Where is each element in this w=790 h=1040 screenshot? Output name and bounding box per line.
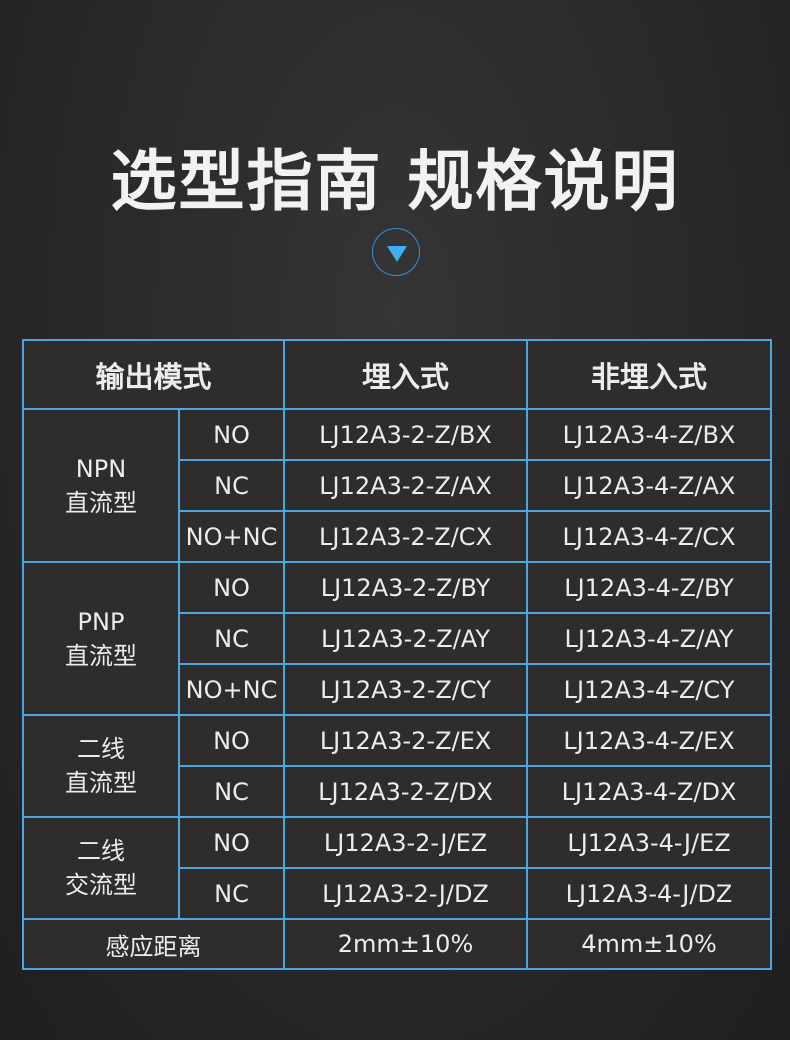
non-embedded-model-cell: LJ12A3-4-Z/EX: [526, 714, 773, 767]
mode-cell: NO: [177, 714, 286, 767]
table-row: NC LJ12A3-2-Z/DX LJ12A3-4-Z/DX: [23, 765, 773, 818]
embedded-model-cell: LJ12A3-2-Z/DX: [283, 765, 529, 818]
table-row: NO+NC LJ12A3-2-Z/CY LJ12A3-4-Z/CY: [23, 663, 773, 716]
output-type-cell: 二线 交流型: [22, 816, 180, 920]
embedded-model-cell: LJ12A3-2-J/DZ: [283, 867, 529, 920]
down-triangle-icon: [372, 228, 420, 276]
output-type-line1: 二线: [77, 837, 125, 865]
table-row: PNP 直流型 NO LJ12A3-2-Z/BY LJ12A3-4-Z/BY: [22, 561, 773, 716]
non-embedded-model-cell: LJ12A3-4-Z/CY: [526, 663, 773, 716]
output-type-line1: PNP: [77, 607, 125, 636]
mode-cell: NC: [177, 867, 286, 920]
table-row: NC LJ12A3-2-Z/AY LJ12A3-4-Z/AY: [23, 612, 773, 665]
sensing-distance-embedded: 2mm±10%: [283, 918, 529, 970]
non-embedded-model-cell: LJ12A3-4-Z/DX: [526, 765, 773, 818]
header-embedded: 埋入式: [283, 339, 529, 410]
mode-cell: NC: [177, 459, 286, 512]
mode-cell: NO+NC: [177, 663, 286, 716]
mode-cell: NO: [177, 816, 286, 869]
non-embedded-model-cell: LJ12A3-4-Z/AY: [526, 612, 773, 665]
non-embedded-model-cell: LJ12A3-4-Z/CX: [526, 510, 773, 563]
non-embedded-model-cell: LJ12A3-4-Z/AX: [526, 459, 773, 512]
table-row: NPN 直流型 NO LJ12A3-2-Z/BX LJ12A3-4-Z/BX: [22, 408, 773, 563]
embedded-model-cell: LJ12A3-2-Z/CX: [283, 510, 529, 563]
page-title: 选型指南 规格说明: [110, 143, 680, 220]
output-type-cell: NPN 直流型: [22, 408, 180, 563]
table-row: 二线 直流型 NO LJ12A3-2-Z/EX LJ12A3-4-Z/EX: [22, 714, 773, 818]
table-row: NC LJ12A3-2-J/DZ LJ12A3-4-J/DZ: [23, 867, 773, 920]
table-row: 二线 交流型 NO LJ12A3-2-J/EZ LJ12A3-4-J/EZ: [22, 816, 773, 920]
sensing-distance-label: 感应距离: [21, 918, 286, 970]
mode-cell: NC: [177, 612, 286, 665]
mode-cell: NO: [177, 561, 286, 614]
table-row: NO+NC LJ12A3-2-Z/CX LJ12A3-4-Z/CX: [23, 510, 773, 563]
mode-cell: NO+NC: [177, 510, 286, 563]
output-type-line2: 直流型: [65, 769, 137, 797]
non-embedded-model-cell: LJ12A3-4-J/DZ: [526, 867, 773, 920]
header-non-embedded: 非埋入式: [526, 339, 773, 410]
output-type-line1: 二线: [77, 735, 125, 763]
spec-table: 输出模式 埋入式 非埋入式 NPN 直流型 NO LJ12A3-2-Z/BX LJ12A…: [21, 339, 773, 970]
non-embedded-model-cell: LJ12A3-4-Z/BY: [526, 561, 773, 614]
header-mode: 输出模式: [21, 339, 286, 410]
sensing-distance-non-embedded: 4mm±10%: [526, 918, 773, 970]
output-type-line2: 交流型: [65, 871, 137, 899]
embedded-model-cell: LJ12A3-2-Z/AX: [283, 459, 529, 512]
non-embedded-model-cell: LJ12A3-4-J/EZ: [526, 816, 773, 869]
output-type-cell: PNP 直流型: [22, 561, 180, 716]
embedded-model-cell: LJ12A3-2-Z/BX: [283, 408, 529, 461]
output-type-line2: 直流型: [65, 641, 137, 670]
output-type-line1: NPN: [75, 454, 127, 483]
embedded-model-cell: LJ12A3-2-Z/CY: [283, 663, 529, 716]
table-header: 输出模式 埋入式 非埋入式: [21, 339, 773, 410]
table-row: NC LJ12A3-2-Z/AX LJ12A3-4-Z/AX: [23, 459, 773, 512]
mode-cell: NO: [177, 408, 286, 461]
non-embedded-model-cell: LJ12A3-4-Z/BX: [526, 408, 773, 461]
mode-cell: NC: [177, 765, 286, 818]
output-type-line2: 直流型: [65, 488, 137, 517]
embedded-model-cell: LJ12A3-2-Z/BY: [283, 561, 529, 614]
embedded-model-cell: LJ12A3-2-Z/EX: [283, 714, 529, 767]
embedded-model-cell: LJ12A3-2-Z/AY: [283, 612, 529, 665]
output-type-cell: 二线 直流型: [22, 714, 180, 818]
sensing-distance-row: 感应距离 2mm±10% 4mm±10%: [21, 918, 773, 970]
embedded-model-cell: LJ12A3-2-J/EZ: [283, 816, 529, 869]
